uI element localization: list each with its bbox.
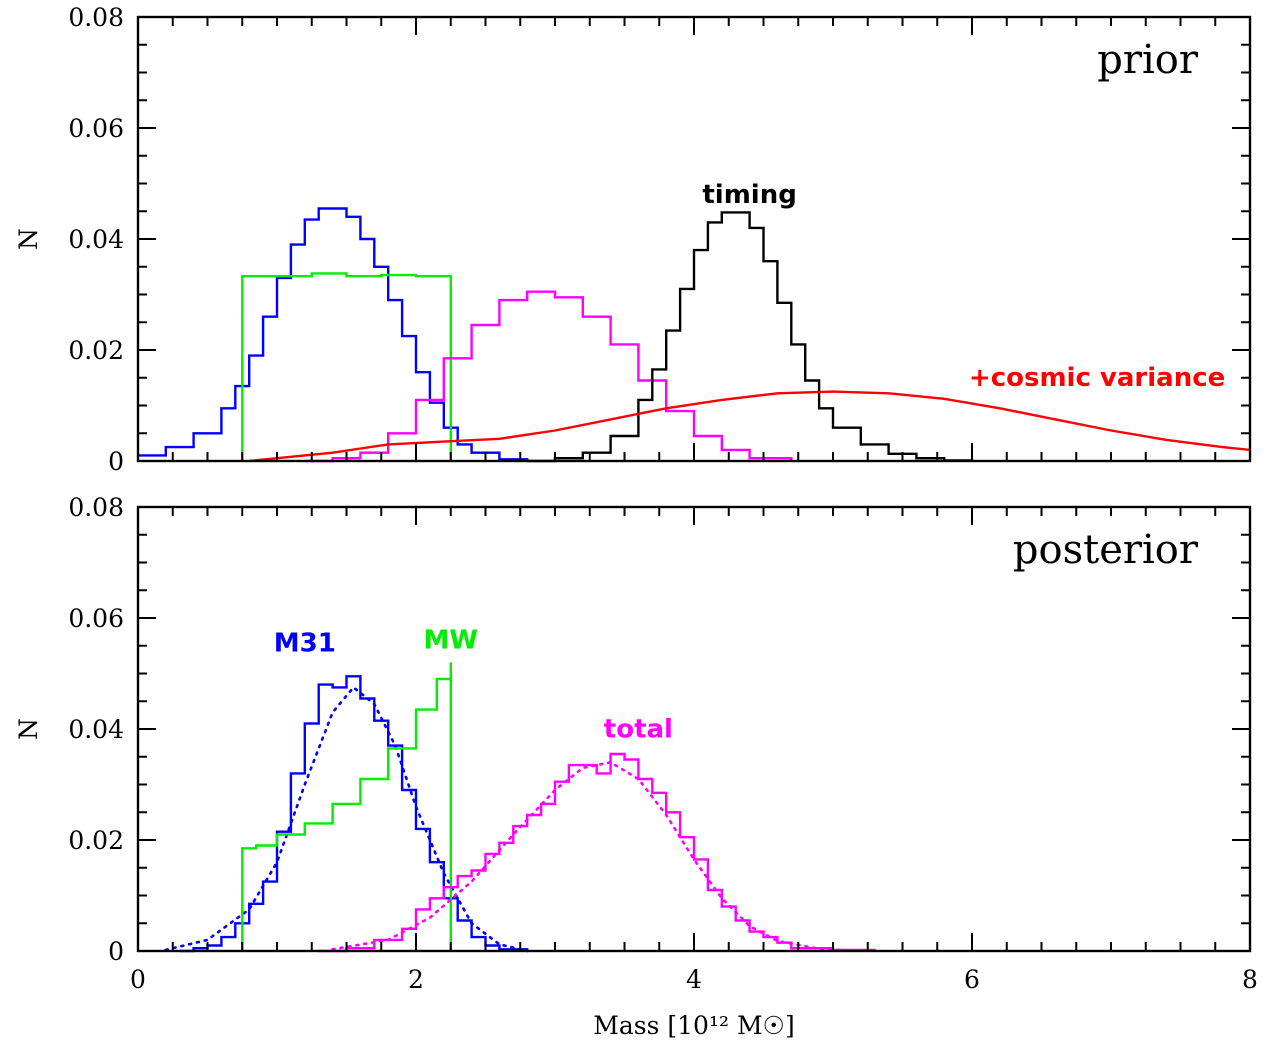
annotation-label: total xyxy=(604,714,673,744)
y-tick-label: 0.06 xyxy=(68,604,124,633)
y-tick-label: 0 xyxy=(108,447,124,476)
y-axis-label: N xyxy=(14,718,43,740)
x-tick-label: 8 xyxy=(1242,965,1258,994)
x-axis-label: Mass [10¹² M☉] xyxy=(593,1011,794,1040)
x-tick-label: 0 xyxy=(130,965,146,994)
x-tick-label: 6 xyxy=(964,965,980,994)
annotation-label: +cosmic variance xyxy=(969,363,1225,393)
series-line-2 xyxy=(241,662,452,951)
x-tick-label: 2 xyxy=(408,965,424,994)
series-line-3 xyxy=(527,211,974,463)
y-tick-label: 0.08 xyxy=(68,3,124,32)
y-tick-label: 0.02 xyxy=(68,336,124,365)
y-tick-label: 0.04 xyxy=(68,225,124,254)
y-tick-label: 0.06 xyxy=(68,114,124,143)
y-tick-label: 0 xyxy=(108,937,124,966)
annotation-label: M31 xyxy=(274,628,336,658)
y-tick-label: 0.08 xyxy=(68,493,124,522)
y-axis-label: N xyxy=(14,228,43,250)
annotation-label: MW xyxy=(423,626,478,656)
posterior-panel: 0 0.02 0.04 0.06 0.08 0 2 4 6 8 N Mass [10¹² M☉] pos… xyxy=(14,493,1258,1040)
series-line-2 xyxy=(304,290,793,463)
series-line-0 xyxy=(138,207,529,461)
panel-title: prior xyxy=(1097,37,1199,83)
panel-title: posterior xyxy=(1013,527,1199,573)
y-tick-label: 0.02 xyxy=(68,826,124,855)
series-line-1 xyxy=(241,272,452,461)
series-line-3 xyxy=(318,752,876,953)
y-tick-label: 0.04 xyxy=(68,715,124,744)
annotation-label: timing xyxy=(702,180,796,210)
x-tick-label: 4 xyxy=(686,965,702,994)
series-line-4 xyxy=(331,760,863,953)
series-line-4 xyxy=(249,390,1251,463)
series-line-1 xyxy=(164,685,529,953)
series-line-0 xyxy=(179,675,529,953)
